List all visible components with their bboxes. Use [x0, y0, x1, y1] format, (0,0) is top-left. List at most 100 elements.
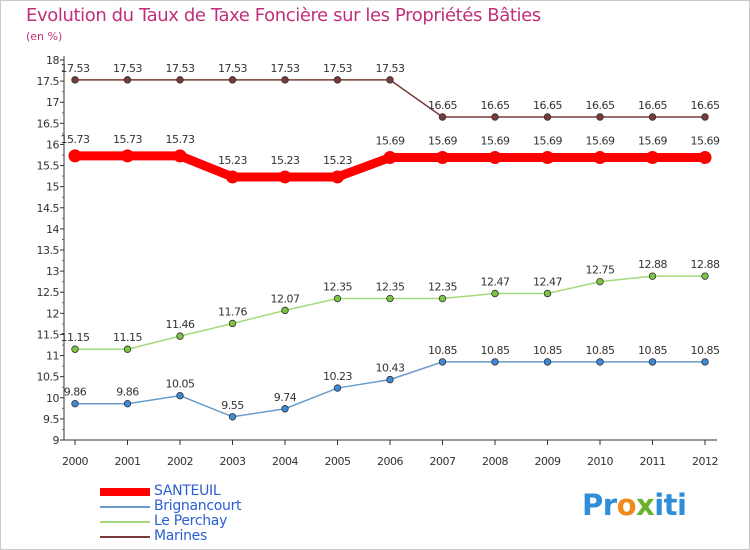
y-tick-label: 15.5	[37, 160, 60, 173]
data-label-brignancourt: 10.85	[481, 344, 510, 357]
point-santeuil	[698, 151, 712, 165]
point-santeuil	[173, 149, 187, 163]
data-label-brignancourt: 9.86	[116, 386, 139, 399]
x-tick-label: 2000	[62, 455, 88, 468]
data-label-santeuil: 15.69	[691, 135, 720, 148]
point-marines	[228, 76, 237, 84]
data-label-le-perchay: 11.15	[61, 331, 90, 344]
point-le-perchay	[438, 294, 447, 303]
legend-swatch-santeuil	[100, 487, 150, 496]
chart-title: Evolution du Taux de Taxe Foncière sur l…	[26, 5, 541, 26]
data-label-le-perchay: 12.35	[323, 281, 352, 294]
point-santeuil	[278, 170, 292, 184]
y-tick-label: 18	[46, 54, 59, 67]
y-tick-label: 13.5	[37, 244, 60, 257]
x-tick-label: 2004	[272, 455, 298, 468]
data-label-brignancourt: 10.43	[376, 362, 405, 375]
data-label-brignancourt: 10.85	[691, 344, 720, 357]
point-santeuil	[436, 151, 449, 165]
data-label-le-perchay: 11.15	[113, 331, 142, 344]
x-tick-label: 2011	[640, 455, 666, 468]
x-tick-label: 2002	[167, 455, 193, 468]
data-label-marines: 16.65	[586, 99, 615, 112]
x-tick-label: 2001	[115, 455, 141, 468]
data-label-marines: 17.53	[218, 62, 247, 75]
x-tick-label: 2008	[482, 455, 508, 468]
x-tick-label: 2010	[587, 455, 613, 468]
data-label-santeuil: 15.69	[586, 135, 615, 148]
point-santeuil	[646, 151, 659, 165]
legend-label-le-perchay: Le Perchay	[154, 513, 228, 529]
y-tick-label: 11	[46, 350, 59, 363]
point-brignancourt	[176, 391, 184, 400]
point-brignancourt	[228, 413, 237, 421]
point-santeuil	[331, 170, 344, 184]
data-label-marines: 16.65	[638, 99, 667, 112]
point-brignancourt	[123, 399, 132, 408]
point-le-perchay	[491, 289, 499, 298]
data-label-le-perchay: 11.76	[218, 305, 247, 318]
data-label-le-perchay: 12.07	[271, 292, 300, 305]
point-le-perchay	[701, 272, 709, 280]
point-marines	[596, 113, 604, 121]
data-label-marines: 17.53	[61, 62, 90, 75]
point-santeuil	[68, 149, 82, 163]
data-label-le-perchay: 12.75	[586, 264, 615, 277]
point-santeuil	[226, 170, 239, 184]
x-tick-label: 2003	[220, 455, 246, 468]
data-label-santeuil: 15.69	[638, 135, 667, 148]
data-label-le-perchay: 12.47	[533, 275, 562, 288]
data-label-le-perchay: 12.88	[691, 258, 720, 271]
legend-label-santeuil: SANTEUIL	[154, 483, 221, 499]
data-label-brignancourt: 10.85	[533, 344, 562, 357]
legend-swatch-le-perchay	[100, 520, 150, 523]
point-le-perchay	[71, 345, 79, 353]
legend-label-brignancourt: Brignancourt	[154, 498, 242, 514]
legend-item-marines: Marines	[100, 529, 207, 544]
data-label-le-perchay: 12.35	[376, 281, 405, 294]
point-marines	[438, 113, 447, 121]
data-label-marines: 17.53	[376, 62, 405, 75]
data-label-santeuil: 15.23	[271, 154, 300, 167]
point-le-perchay	[281, 306, 289, 315]
point-le-perchay	[648, 272, 657, 280]
point-le-perchay	[176, 332, 184, 340]
point-brignancourt	[596, 358, 604, 366]
data-label-brignancourt: 10.85	[586, 344, 615, 357]
point-marines	[333, 76, 342, 84]
y-tick-label: 16.5	[37, 117, 60, 130]
data-label-santeuil: 15.23	[218, 154, 247, 167]
point-santeuil	[121, 149, 134, 163]
data-label-marines: 17.53	[323, 62, 352, 75]
y-tick-label: 11.5	[37, 328, 60, 341]
y-tick-label: 17.5	[37, 75, 60, 88]
y-tick-label: 9	[53, 434, 60, 447]
data-label-brignancourt: 9.74	[274, 391, 297, 404]
point-marines	[281, 76, 289, 84]
y-tick-label: 15	[46, 181, 59, 194]
point-marines	[176, 76, 184, 84]
data-label-marines: 16.65	[428, 99, 457, 112]
point-brignancourt	[543, 358, 552, 366]
point-le-perchay	[123, 345, 132, 353]
data-label-marines: 16.65	[533, 99, 562, 112]
data-label-le-perchay: 12.88	[638, 258, 667, 271]
point-brignancourt	[71, 399, 79, 408]
data-label-santeuil: 15.69	[376, 135, 405, 148]
data-label-brignancourt: 10.85	[428, 344, 457, 357]
point-le-perchay	[228, 319, 237, 328]
x-tick-label: 2005	[325, 455, 351, 468]
point-le-perchay	[386, 294, 394, 303]
legend-item-brignancourt: Brignancourt	[100, 498, 242, 514]
data-label-santeuil: 15.23	[323, 154, 352, 167]
data-label-brignancourt: 10.85	[638, 344, 667, 357]
legend-swatch-marines	[100, 535, 150, 538]
data-label-le-perchay: 11.46	[166, 318, 195, 331]
point-brignancourt	[281, 405, 289, 413]
data-label-brignancourt: 10.05	[166, 378, 195, 391]
x-tick-label: 2009	[535, 455, 561, 468]
data-label-santeuil: 15.73	[166, 133, 195, 146]
data-label-marines: 17.53	[271, 62, 300, 75]
